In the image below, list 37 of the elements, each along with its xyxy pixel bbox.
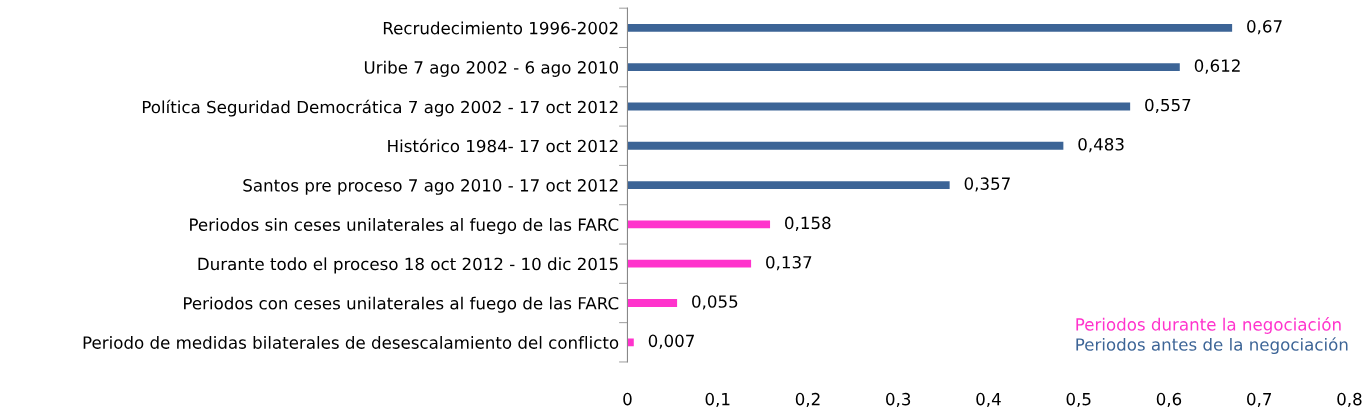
data-label: 0,357	[964, 177, 1010, 192]
data-label: 0,137	[766, 255, 812, 271]
data-label: 0,055	[692, 295, 738, 310]
y-tick-label: Periodos sin ceses unilaterales al fuego de las FARC	[190, 218, 619, 235]
data-label: 0,557	[1145, 98, 1191, 113]
bar	[627, 181, 950, 189]
data-label: 0,483	[1078, 137, 1124, 153]
y-tick-label: Uribe 7 ago 2002 - 6 ago 2010	[364, 60, 619, 77]
y-tick-label: Periodos con ceses unilaterales al fuego de las FARC	[184, 296, 619, 313]
bar	[627, 299, 678, 307]
x-tick-label: 0,1	[705, 392, 730, 408]
y-tick-label: Durante todo el proceso 18 oct 2012 - 10 dic 2015	[198, 257, 618, 274]
y-tick-label: Recrudecimiento 1996-2002	[383, 21, 618, 35]
x-tick-label: 0,7	[1247, 392, 1272, 408]
x-tick-label: 0,2	[795, 392, 820, 408]
bar	[627, 338, 634, 347]
text: Periodos antes de la negociación	[1076, 337, 1348, 355]
bar	[627, 259, 752, 268]
data-label: 0,612	[1194, 59, 1240, 74]
x-tick-label: 0,4	[976, 392, 1001, 408]
data-label: 0,007	[648, 334, 694, 349]
bar	[627, 23, 1233, 32]
x-tick-label: 0	[623, 392, 632, 406]
y-tick-label: Histórico 1984- 17 oct 2012	[388, 138, 618, 153]
bar	[627, 220, 771, 229]
y-tick-label: Santos pre proceso 7 ago 2010 - 17 oct 2012	[243, 179, 618, 195]
x-tick-label: 0,6	[1156, 392, 1182, 408]
y-tick-label: Política Seguridad Democrática 7 ago 2002 - 17 oct 2012	[142, 99, 618, 117]
x-tick-label: 0,5	[1066, 392, 1091, 408]
y-tick-label: Periodo de medidas bilaterales de desescalamiento del conflicto	[83, 335, 619, 349]
bar	[627, 141, 1064, 150]
data-label: 0,158	[785, 216, 831, 231]
data-label: 0,67	[1247, 20, 1282, 35]
bar	[627, 63, 1180, 72]
text: Periodos durante la negociación	[1076, 317, 1341, 334]
x-tick-label: 0,8	[1337, 392, 1362, 408]
x-tick-label: 0,3	[886, 392, 911, 408]
